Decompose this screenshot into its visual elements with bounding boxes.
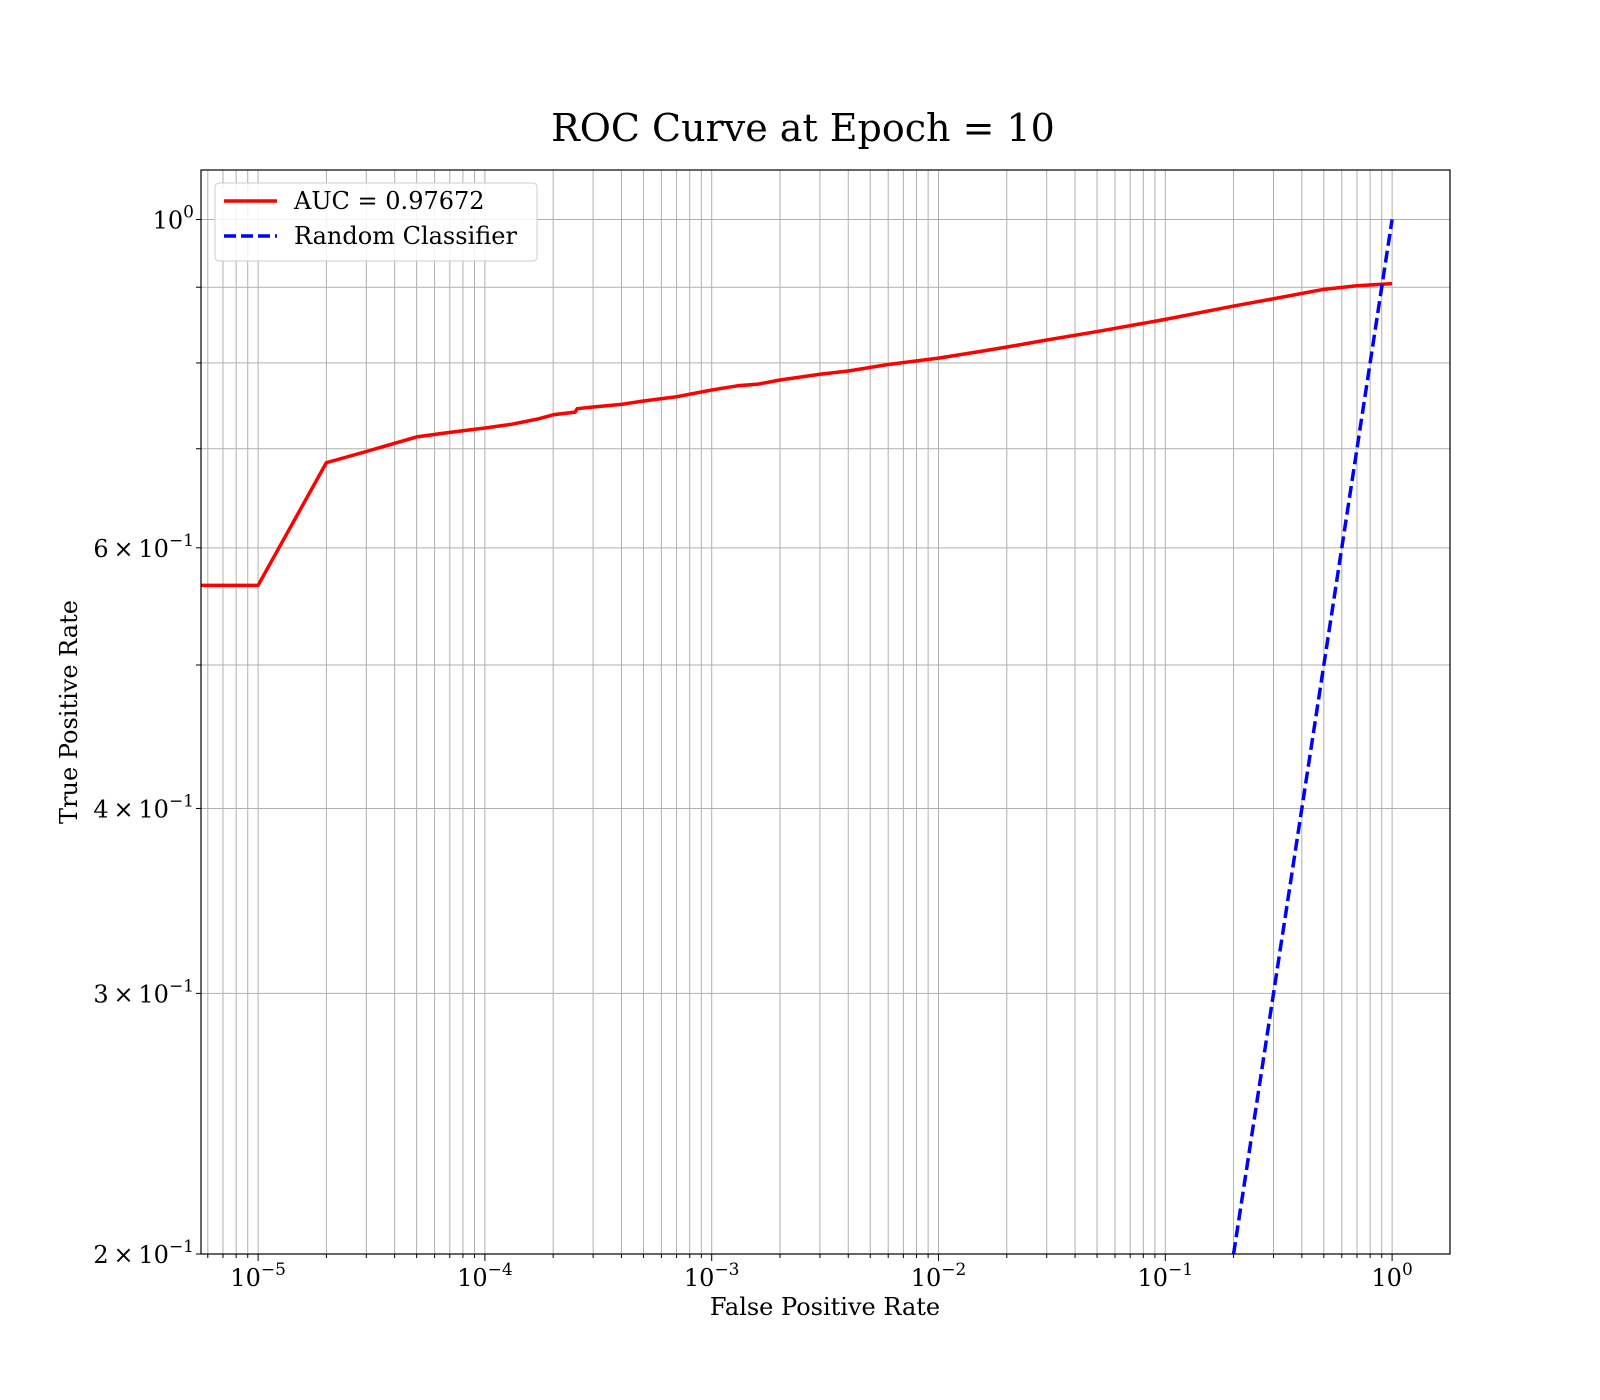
x-tick-label: 10−5 [230,1260,286,1292]
x-tick-label: 100 [1371,1260,1412,1292]
y-tick-label: 3 × 10−1 [93,976,194,1008]
y-tick-label: 2 × 10−1 [93,1237,194,1269]
random-classifier-line [1231,219,1394,1254]
x-tick-label: 10−1 [1138,1260,1194,1292]
legend-box [214,182,538,262]
grid [201,170,1450,1255]
y-axis-label: True Positive Rate [55,600,83,824]
x-tick-labels: 10−5 10−4 10−3 10−2 10−1 100 [230,1260,1412,1292]
y-tick-label: 4 × 10−1 [93,791,194,823]
axis-ticks [196,218,1393,1261]
x-tick-label: 10−3 [684,1260,740,1292]
plot-frame [200,169,1451,1255]
legend-label-random: Random Classifier [294,222,517,250]
legend: AUC = 0.97672 Random Classifier [214,182,538,262]
x-axis-label: False Positive Rate [710,1293,940,1321]
legend-label-auc: AUC = 0.97672 [293,187,485,215]
y-tick-label: 6 × 10−1 [93,531,194,563]
y-tick-labels: 100 6 × 10−1 4 × 10−1 3 × 10−1 2 × 10−1 [93,202,194,1269]
x-tick-label: 10−4 [457,1260,513,1292]
roc-curve-line [201,281,1393,588]
series-layer [201,219,1394,1254]
y-tick-label: 100 [153,202,194,234]
x-tick-label: 10−2 [911,1260,967,1292]
chart-title: ROC Curve at Epoch = 10 [551,106,1055,150]
